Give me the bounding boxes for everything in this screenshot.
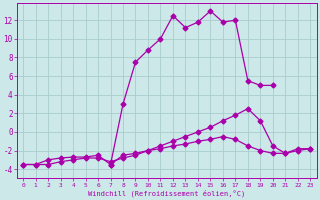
X-axis label: Windchill (Refroidissement éolien,°C): Windchill (Refroidissement éolien,°C) bbox=[88, 189, 245, 197]
